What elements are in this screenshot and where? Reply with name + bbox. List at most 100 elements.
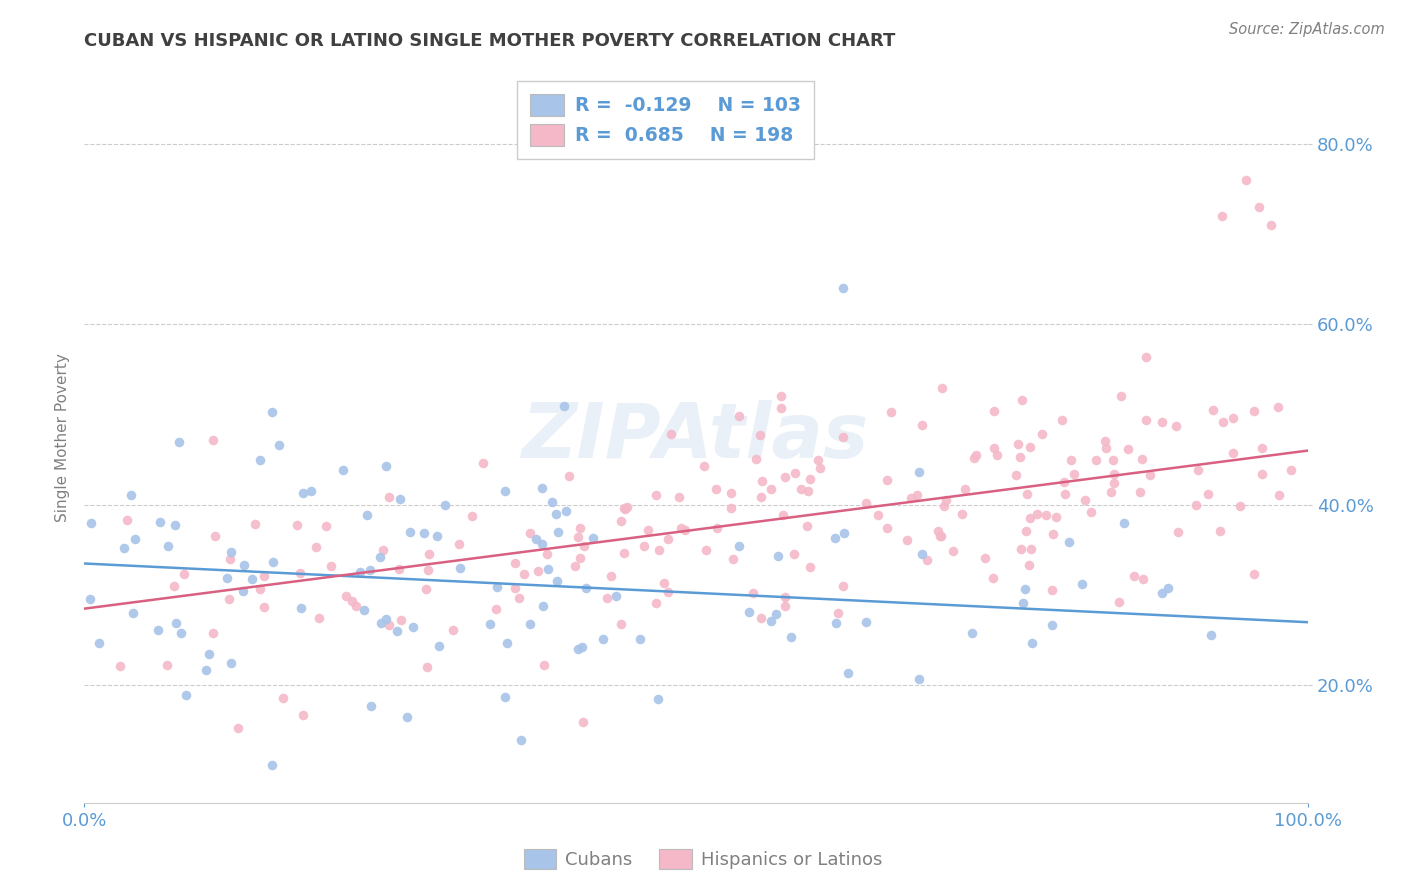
Point — [415, 582, 437, 596]
Point — [1209, 524, 1232, 538]
Point — [87, 636, 110, 650]
Point — [785, 466, 807, 480]
Point — [513, 567, 536, 582]
Point — [720, 501, 742, 516]
Point — [628, 632, 651, 646]
Point — [695, 542, 717, 557]
Point — [779, 630, 801, 644]
Point — [1109, 389, 1132, 403]
Point — [927, 524, 949, 539]
Point — [541, 495, 564, 509]
Point — [510, 733, 533, 747]
Point — [1123, 569, 1146, 583]
Point — [201, 626, 224, 640]
Point — [167, 434, 190, 449]
Point — [911, 547, 934, 561]
Text: ZIPAtlas: ZIPAtlas — [522, 401, 870, 474]
Point — [657, 532, 679, 546]
Point — [1199, 628, 1222, 642]
Point — [1045, 509, 1067, 524]
Point — [748, 428, 770, 442]
Point — [609, 514, 631, 528]
Point — [567, 530, 589, 544]
Point — [614, 502, 637, 516]
Point — [288, 566, 311, 581]
Point — [1251, 441, 1274, 455]
Point — [249, 582, 271, 596]
Point — [531, 481, 554, 495]
Point — [831, 579, 853, 593]
Point — [292, 486, 315, 500]
Point — [527, 564, 550, 578]
Point — [905, 488, 928, 502]
Point — [879, 405, 901, 419]
Point — [290, 601, 312, 615]
Point — [1132, 573, 1154, 587]
Point — [761, 614, 783, 628]
Point — [765, 607, 787, 622]
Point — [1229, 499, 1251, 513]
Point — [1243, 403, 1265, 417]
Point — [218, 592, 240, 607]
Point — [434, 498, 457, 512]
Point — [986, 448, 1008, 462]
Point — [789, 482, 811, 496]
Point — [340, 594, 363, 608]
Point — [1197, 487, 1219, 501]
Point — [262, 405, 284, 419]
Point — [934, 500, 956, 514]
Point — [1279, 462, 1302, 476]
Point — [201, 433, 224, 447]
Point — [720, 486, 742, 500]
Point — [950, 507, 973, 521]
Point — [929, 529, 952, 543]
Point — [900, 491, 922, 506]
Point — [1243, 567, 1265, 582]
Point — [981, 571, 1004, 585]
Point — [855, 615, 877, 629]
Point — [1095, 441, 1118, 455]
Point — [546, 574, 568, 588]
Point — [1236, 172, 1258, 186]
Point — [370, 616, 392, 631]
Point — [319, 559, 342, 574]
Point — [360, 698, 382, 713]
Text: CUBAN VS HISPANIC OR LATINO SINGLE MOTHER POVERTY CORRELATION CHART: CUBAN VS HISPANIC OR LATINO SINGLE MOTHE… — [84, 32, 896, 50]
Point — [1164, 418, 1187, 433]
Point — [766, 549, 789, 563]
Point — [837, 666, 859, 681]
Point — [149, 515, 172, 529]
Point — [596, 591, 619, 605]
Point — [773, 469, 796, 483]
Point — [349, 566, 371, 580]
Point — [935, 492, 957, 507]
Point — [547, 525, 569, 540]
Point — [385, 624, 408, 639]
Point — [378, 490, 401, 504]
Legend: R =  -0.129    N = 103, R =  0.685    N = 198: R = -0.129 N = 103, R = 0.685 N = 198 — [517, 81, 814, 159]
Point — [575, 581, 598, 595]
Point — [1035, 508, 1057, 522]
Point — [472, 456, 495, 470]
Point — [799, 560, 821, 574]
Point — [942, 544, 965, 558]
Point — [124, 532, 146, 546]
Point — [519, 617, 541, 632]
Point — [908, 673, 931, 687]
Point — [308, 611, 330, 625]
Point — [911, 418, 934, 433]
Point — [505, 581, 527, 595]
Point — [232, 584, 254, 599]
Point — [531, 599, 554, 614]
Point — [799, 472, 821, 486]
Point — [447, 537, 470, 551]
Point — [1139, 467, 1161, 482]
Point — [644, 596, 666, 610]
Point — [1080, 504, 1102, 518]
Point — [508, 591, 530, 605]
Point — [1010, 541, 1032, 556]
Point — [112, 541, 135, 555]
Point — [291, 708, 314, 723]
Point — [219, 552, 242, 566]
Point — [221, 545, 243, 559]
